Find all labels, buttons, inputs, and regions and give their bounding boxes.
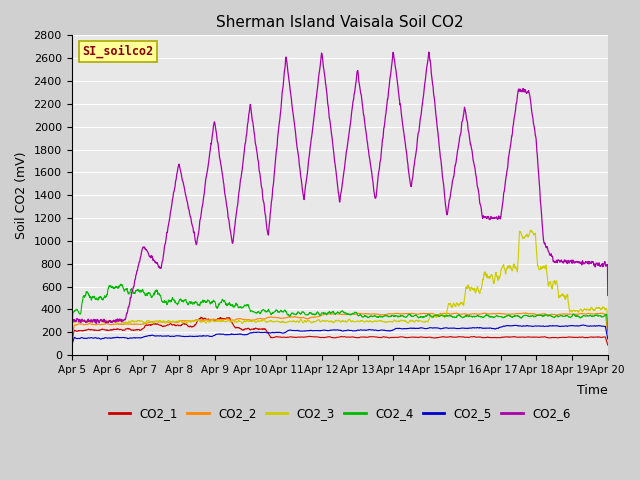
CO2_5 [589,323,596,329]
CO2_1 [329,335,337,340]
CO2_4 [490,315,498,321]
Line: CO2_4: CO2_4 [72,284,608,335]
Line: CO2_3: CO2_3 [72,230,608,338]
CO2_3 [589,305,596,311]
CO2_3 [314,317,322,323]
Y-axis label: Soil CO2 (mV): Soil CO2 (mV) [15,151,28,239]
CO2_3 [95,318,103,324]
CO2_4 [604,328,612,334]
CO2_4 [95,294,103,300]
CO2_1 [314,334,322,340]
CO2_6 [604,293,612,299]
CO2_1 [490,335,498,340]
CO2_6 [68,330,76,336]
CO2_3 [604,324,612,330]
CO2_6 [425,49,433,55]
CO2_4 [589,313,596,319]
CO2_3 [328,319,336,325]
CO2_2 [522,310,529,316]
Text: SI_soilco2: SI_soilco2 [83,45,154,59]
CO2_6 [588,259,596,265]
CO2_4 [329,309,337,315]
CO2_1 [68,339,76,345]
CO2_4 [116,281,124,287]
Line: CO2_6: CO2_6 [72,52,608,333]
CO2_5 [579,322,587,328]
CO2_1 [588,334,596,340]
Line: CO2_5: CO2_5 [72,325,608,346]
CO2_2 [490,311,497,316]
Legend: CO2_1, CO2_2, CO2_3, CO2_4, CO2_5, CO2_6: CO2_1, CO2_2, CO2_3, CO2_4, CO2_5, CO2_6 [104,402,575,425]
CO2_1 [604,342,612,348]
CO2_4 [588,314,596,320]
CO2_5 [95,336,103,341]
CO2_3 [68,336,76,341]
CO2_3 [526,227,534,233]
CO2_2 [589,311,596,317]
CO2_2 [68,337,76,343]
CO2_5 [68,343,76,349]
CO2_1 [95,328,103,334]
Title: Sherman Island Vaisala Soil CO2: Sherman Island Vaisala Soil CO2 [216,15,463,30]
CO2_2 [604,330,612,336]
CO2_1 [197,314,205,320]
CO2_6 [589,259,596,265]
CO2_2 [314,313,322,319]
CO2_1 [589,334,596,340]
CO2_5 [588,323,596,329]
Line: CO2_1: CO2_1 [72,317,608,345]
CO2_3 [490,279,497,285]
CO2_5 [314,328,322,334]
CO2_6 [490,216,498,221]
CO2_5 [490,326,497,332]
CO2_2 [328,311,336,317]
CO2_4 [314,311,322,316]
CO2_5 [604,336,612,342]
X-axis label: Time: Time [577,384,608,397]
CO2_6 [95,319,103,325]
CO2_6 [328,136,336,142]
CO2_5 [328,327,336,333]
CO2_2 [588,311,596,317]
CO2_4 [68,332,76,337]
CO2_3 [588,306,596,312]
CO2_2 [95,322,103,327]
Line: CO2_2: CO2_2 [72,313,608,340]
CO2_6 [314,79,322,85]
